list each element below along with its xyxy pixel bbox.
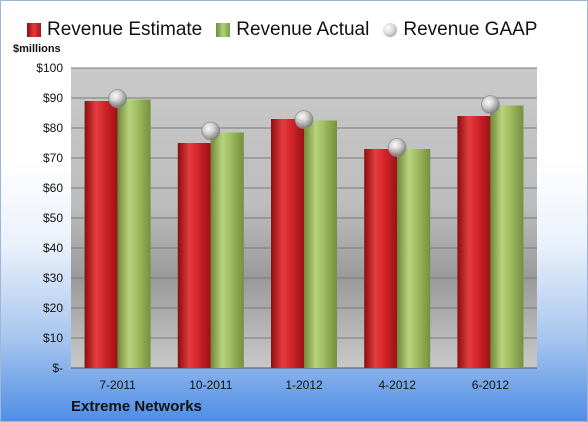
y-tick-label: $30 [43,271,63,285]
y-tick-label: $100 [36,61,63,75]
chart-legend: Revenue Estimate Revenue Actual Revenue … [27,17,537,43]
y-tick-label: $- [52,361,63,375]
y-tick-label: $60 [43,181,63,195]
x-tick-label: 1-2012 [285,378,323,392]
legend-swatch-gaap [383,23,398,37]
bar-revenue-actual [117,99,151,368]
bar-revenue-estimate [457,116,491,368]
legend-item-estimate: Revenue Estimate [27,19,202,41]
legend-label-gaap: Revenue GAAP [403,19,538,40]
y-tick-label: $50 [43,211,63,225]
marker-revenue-gaap [294,110,314,129]
bar-revenue-actual [397,149,431,368]
marker-revenue-gaap [480,95,500,114]
y-tick-label: $40 [43,241,63,255]
y-tick-label: $90 [43,91,63,105]
marker-revenue-gaap [108,89,127,108]
bar-revenue-actual [210,132,244,368]
y-tick-label: $70 [43,151,63,165]
bar-revenue-actual [490,105,524,368]
y-tick-label: $20 [43,301,63,315]
y-axis-unit-label: $millions [13,43,61,55]
x-tick-label: 6-2012 [472,378,510,392]
legend-label-actual: Revenue Actual [236,19,370,40]
x-tick-label: 10-2011 [189,378,232,392]
x-tick-label: 4-2012 [379,378,417,392]
x-tick-label: 7-2011 [99,378,136,392]
legend-item-gaap: Revenue GAAP [383,19,537,41]
legend-swatch-estimate [27,23,41,37]
marker-revenue-gaap [201,121,221,141]
y-tick-label: $10 [43,331,63,345]
bar-revenue-estimate [271,119,304,368]
chart-title: Extreme Networks [71,398,202,415]
marker-revenue-gaap [387,138,407,157]
legend-label-estimate: Revenue Estimate [47,19,203,40]
y-tick-label: $80 [43,121,63,135]
bar-revenue-actual [304,120,337,368]
legend-item-actual: Revenue Actual [216,19,369,41]
legend-swatch-actual [216,23,231,37]
bar-revenue-estimate [177,143,211,368]
bar-revenue-estimate [84,101,118,368]
bar-revenue-estimate [364,149,398,368]
